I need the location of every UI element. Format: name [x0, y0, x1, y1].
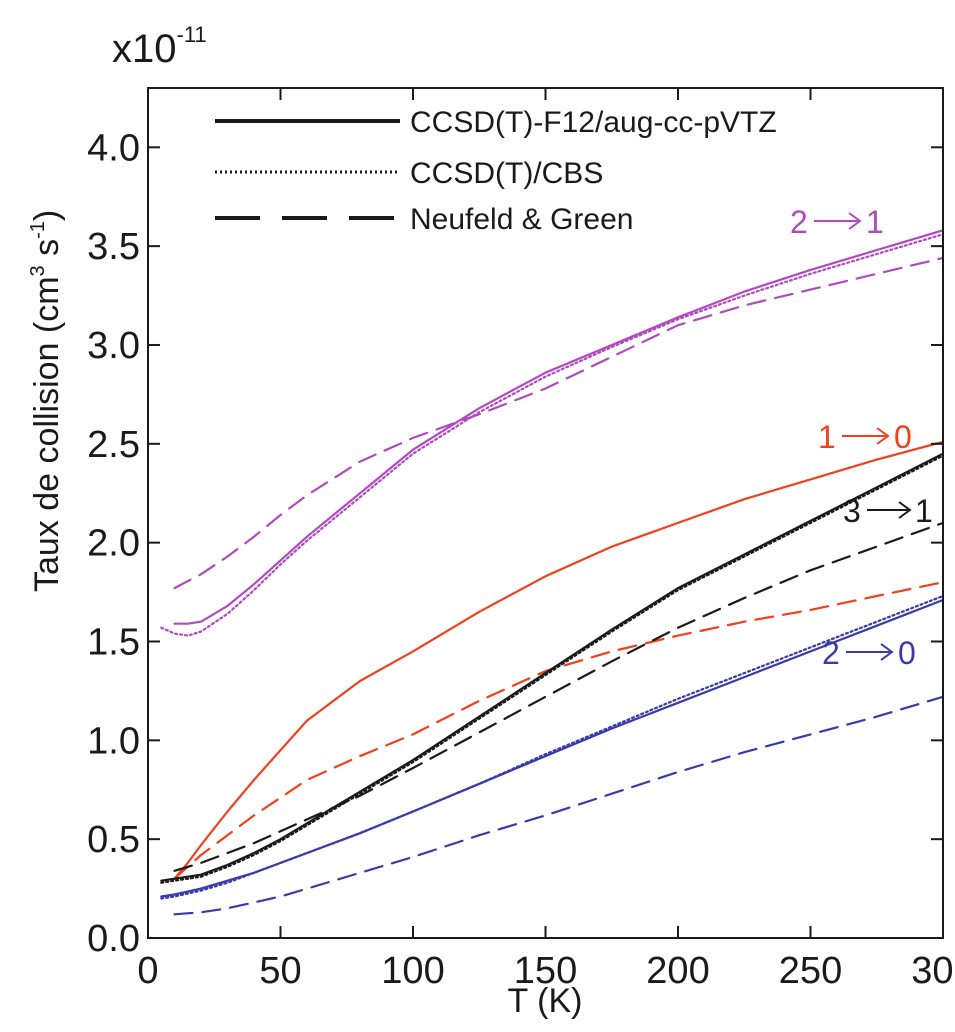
series-line-2-1-solid [173, 229, 945, 625]
x-tick-label: 50 [259, 950, 301, 992]
plot-frame [147, 87, 944, 939]
y-tick-label: 1.5 [87, 621, 140, 663]
y-tick-label: 4.0 [87, 127, 140, 169]
y-axis-title-mid: s [28, 239, 66, 265]
legend: CCSD(T)-F12/aug-cc-pVTZ CCSD(T)/CBS Neuf… [215, 106, 777, 236]
transition-arrowhead-2-1 [848, 212, 862, 230]
multiplier-label: x10-11 [112, 22, 207, 71]
plot-series [160, 229, 945, 916]
y-tick-label: 0.5 [87, 819, 140, 861]
series-line-1-0-dashed [173, 581, 945, 880]
x-tick-label: 150 [514, 950, 577, 992]
x-axis-title: T (K) [508, 982, 583, 1020]
transition-arrowhead-1-0 [876, 427, 890, 445]
y-axis-title-sup2: -1 [27, 221, 49, 239]
transition-label-2-1-to: 1 [866, 204, 884, 240]
y-axis-title-sup1: 3 [27, 265, 49, 276]
x-tick-label: 0 [137, 950, 158, 992]
transition-label-2-0-to: 0 [898, 635, 916, 671]
transition-label-3-1-to: 1 [915, 493, 933, 529]
y-tick-label: 2.0 [87, 523, 140, 565]
legend-label-dashed: Neufeld & Green [410, 203, 633, 236]
transition-arrowhead-3-1 [898, 501, 912, 519]
x-tick-label: 200 [646, 950, 709, 992]
transition-label-3-1-from: 3 [843, 493, 861, 529]
transition-label-3-1: 3 1 [843, 493, 933, 529]
y-axis-title-main: Taux de collision (cm [28, 276, 66, 592]
y-tick-label: 3.0 [87, 325, 140, 367]
series-line-3-1-solid [160, 452, 945, 882]
y-tick-label: 2.5 [87, 424, 140, 466]
y-tick-labels: 0.0 0.5 1.0 1.5 2.0 2.5 3.0 3.5 4.0 [87, 127, 140, 960]
x-tick-label: 300 [911, 950, 955, 992]
multiplier-exponent: -11 [177, 22, 207, 47]
transition-label-1-0-from: 1 [818, 419, 836, 455]
y-axis-title-end: ) [28, 210, 66, 221]
transition-label-2-0-from: 2 [822, 635, 840, 671]
y-axis-title: Taux de collision (cm3 s-1) [27, 210, 66, 592]
legend-label-solid: CCSD(T)-F12/aug-cc-pVTZ [410, 106, 777, 139]
transition-arrowhead-2-0 [880, 643, 894, 661]
y-tick-label: 3.5 [87, 226, 140, 268]
transition-label-1-0: 1 0 [818, 419, 912, 455]
x-tick-label: 250 [779, 950, 842, 992]
multiplier-base: x10 [112, 27, 177, 71]
legend-label-dotted: CCSD(T)/CBS [410, 157, 603, 190]
transition-label-2-0: 2 0 [822, 635, 916, 671]
series-line-2-0-dashed [173, 695, 945, 916]
x-tick-labels: 0 50 100 150 200 250 300 [137, 950, 955, 992]
series-line-3-1-dotted [160, 454, 945, 884]
series-line-2-0-dotted [160, 594, 945, 900]
series-line-2-1-dashed [173, 256, 945, 590]
transition-label-2-1: 2 1 [790, 204, 884, 240]
transition-label-1-0-to: 0 [894, 419, 912, 455]
x-tick-label: 100 [381, 950, 444, 992]
series-line-1-0-solid [173, 440, 945, 880]
y-tick-label: 1.0 [87, 720, 140, 762]
series-line-2-1-dotted [160, 233, 945, 637]
transition-label-2-1-from: 2 [790, 204, 808, 240]
y-tick-label: 0.0 [87, 918, 140, 960]
series-line-3-1-dashed [173, 521, 945, 872]
